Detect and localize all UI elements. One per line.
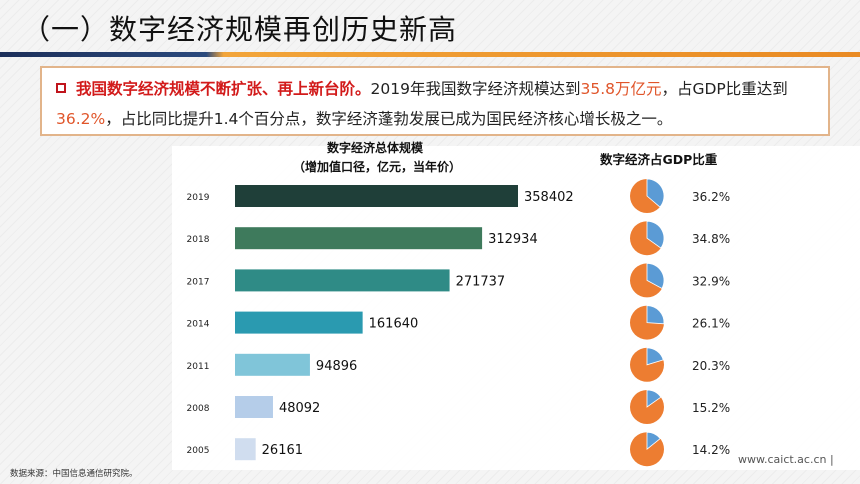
bar bbox=[235, 185, 518, 207]
pie-value-label: 20.3% bbox=[692, 359, 730, 373]
bar-category-label: 2014 bbox=[187, 320, 210, 330]
bar-chart-title: 数字经济总体规模 bbox=[326, 141, 423, 155]
bar-value-label: 161640 bbox=[369, 317, 419, 332]
bar-value-label: 94896 bbox=[316, 359, 357, 374]
chart-area: 2019 358402 36.2% 2018 312934 34.8% 2017 271737… bbox=[172, 146, 860, 470]
pie-share-slice bbox=[646, 220, 665, 249]
bar bbox=[235, 269, 450, 292]
bar bbox=[235, 227, 483, 250]
website-url: www.caict.ac.cn | bbox=[738, 453, 834, 466]
callout-text-1: 2019年我国数字经济规模达到 bbox=[370, 80, 581, 98]
pie-value-label: 26.1% bbox=[692, 317, 730, 331]
bar-value-label: 26161 bbox=[262, 443, 303, 458]
callout-value-share: 36.2% bbox=[56, 110, 106, 128]
pie-share-slice bbox=[646, 347, 664, 366]
chart-svg: 2019 358402 36.2% 2018 312934 34.8% 2017 271737… bbox=[187, 178, 730, 467]
bar-category-label: 2011 bbox=[187, 362, 210, 372]
pie-value-label: 15.2% bbox=[692, 401, 730, 415]
callout-headline: 我国数字经济规模不断扩张、再上新台阶。 bbox=[76, 80, 371, 98]
pie-share-slice bbox=[646, 178, 665, 208]
data-source: 数据来源：中国信息通信研究院。 bbox=[10, 469, 138, 479]
page-title: （一）数字经济规模再创历史新高 bbox=[22, 13, 458, 46]
pie-value-label: 14.2% bbox=[692, 443, 730, 457]
bar bbox=[235, 311, 363, 334]
bar bbox=[235, 396, 273, 418]
title-divider bbox=[0, 52, 860, 57]
bar-category-label: 2008 bbox=[187, 404, 210, 414]
bar-value-label: 48092 bbox=[279, 401, 320, 416]
pie-chart-title: 数字经济占GDP比重 bbox=[600, 152, 718, 167]
bar-value-label: 358402 bbox=[524, 190, 574, 205]
callout-value-size: 35.8万亿元 bbox=[580, 80, 662, 98]
pie-share-slice bbox=[646, 431, 661, 451]
bar-chart-subtitle: （增加值口径，亿元，当年价） bbox=[292, 160, 461, 174]
callout-text-2: ，占GDP比重达到 bbox=[661, 80, 788, 98]
pie-value-label: 34.8% bbox=[692, 232, 730, 246]
bullet-square-icon bbox=[56, 83, 66, 93]
bar-category-label: 2018 bbox=[187, 235, 210, 245]
pie-share-slice bbox=[646, 389, 662, 408]
bar-value-label: 312934 bbox=[488, 232, 538, 247]
pie-value-label: 36.2% bbox=[692, 190, 730, 204]
callout-text-3: ，占比同比提升1.4个百分点，数字经济蓬勃发展已成为国民经济核心增长极之一。 bbox=[105, 110, 673, 128]
bar-category-label: 2019 bbox=[187, 193, 210, 203]
bar bbox=[235, 438, 256, 461]
pie-value-label: 32.9% bbox=[692, 274, 730, 288]
bar bbox=[235, 353, 310, 376]
pie-share-slice bbox=[646, 262, 665, 290]
bar-value-label: 271737 bbox=[456, 274, 506, 289]
bar-category-label: 2005 bbox=[187, 446, 210, 456]
bar-category-label: 2017 bbox=[187, 277, 210, 287]
pie-share-slice bbox=[646, 305, 665, 325]
callout-box: 我国数字经济规模不断扩张、再上新台阶。2019年我国数字经济规模达到35.8万亿… bbox=[40, 66, 830, 136]
